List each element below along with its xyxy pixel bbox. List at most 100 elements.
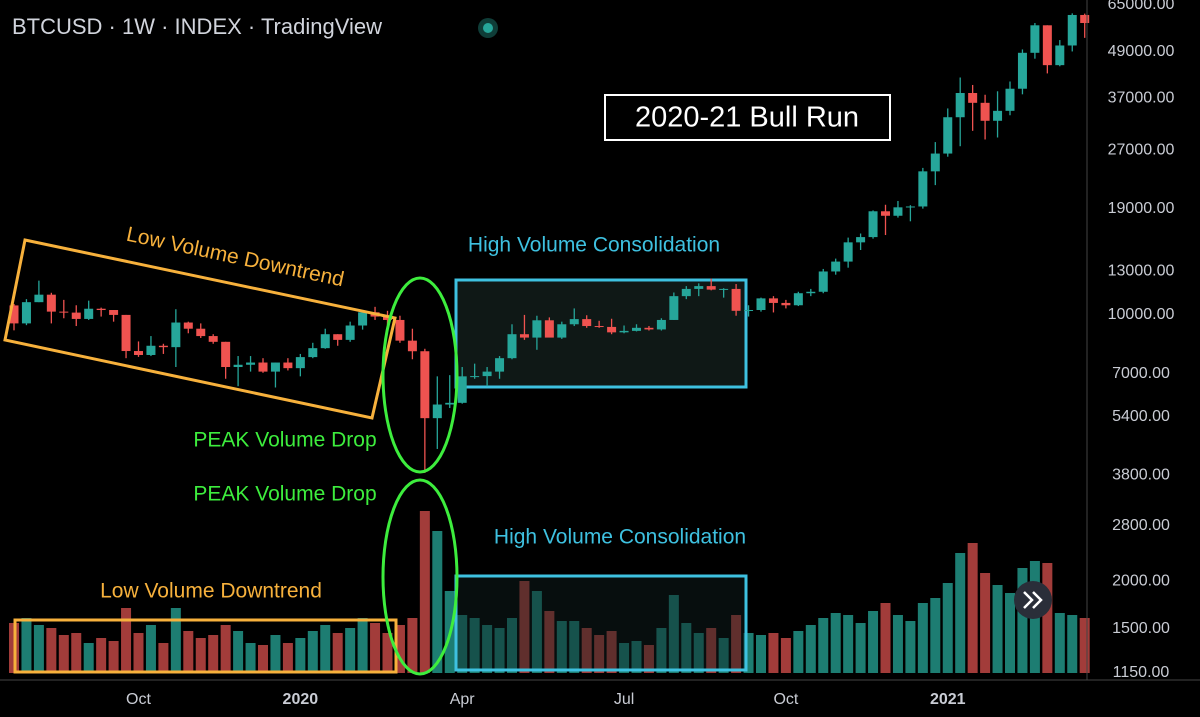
candle-body <box>831 261 841 272</box>
volume-bar <box>780 638 791 673</box>
candle-body <box>1055 45 1065 66</box>
volume-bar <box>830 613 841 673</box>
volume-bar <box>1067 615 1078 673</box>
volume-bar <box>656 628 667 673</box>
candle-body <box>233 364 243 368</box>
candle-body <box>881 211 890 216</box>
volume-bar <box>1017 568 1028 673</box>
volume-bar <box>482 625 493 673</box>
candle-body <box>84 308 94 319</box>
volume-bar <box>631 641 642 673</box>
volume-bar <box>58 635 69 673</box>
volume-bar <box>345 628 356 673</box>
candle-body <box>320 334 330 349</box>
candle-body <box>71 312 81 319</box>
candle-body <box>221 341 231 368</box>
volume-bar <box>743 633 754 673</box>
y-tick-label: 5400.00 <box>1112 408 1170 425</box>
candle-body <box>557 324 567 338</box>
volume-bar <box>183 631 194 673</box>
volume-bar <box>121 608 132 673</box>
volume-bar <box>805 625 816 673</box>
volume-bar <box>594 635 605 673</box>
candle-body <box>519 334 529 338</box>
candle-body <box>345 325 355 340</box>
annotation: High Volume Consolidation <box>494 526 746 549</box>
volume-bar <box>158 643 169 673</box>
candle-body <box>1017 52 1027 89</box>
candle-body <box>383 316 392 320</box>
y-tick-label: 49000.00 <box>1108 43 1175 60</box>
volume-bar <box>469 618 480 673</box>
candle-body <box>9 305 19 324</box>
volume-bar <box>245 643 256 673</box>
candle-body <box>569 319 579 325</box>
candle-body <box>594 326 604 328</box>
volume-bar <box>96 638 107 673</box>
volume-bar <box>33 625 44 673</box>
candle-body <box>59 311 69 313</box>
volume-bar <box>718 638 729 673</box>
candle-body <box>258 362 268 372</box>
annotation: 2020-21 Bull Run <box>635 102 859 134</box>
volume-bar <box>892 615 903 673</box>
volume-bar <box>1079 618 1090 673</box>
peak-drop-ellipse <box>381 276 459 474</box>
annotation: PEAK Volume Drop <box>193 483 376 506</box>
candle-body <box>656 319 666 330</box>
candle-body <box>744 310 754 312</box>
candle-body <box>843 242 853 262</box>
candle-body <box>756 298 766 311</box>
candle-body <box>619 330 629 333</box>
x-tick-label: Oct <box>126 691 151 708</box>
volume-bar <box>307 631 318 673</box>
candle-body <box>109 310 119 315</box>
candle-body <box>457 376 467 403</box>
annotation: Low Volume Downtrend <box>100 580 322 603</box>
candle-body <box>21 302 31 324</box>
candle-body <box>482 371 492 377</box>
volume-bar <box>133 633 144 673</box>
candle-body <box>781 302 791 306</box>
volume-bar <box>195 638 206 673</box>
candle-body <box>544 320 554 338</box>
volume-bar <box>71 633 82 673</box>
peak-volume-ellipse <box>381 478 459 676</box>
candle-body <box>905 206 915 208</box>
candle-body <box>632 327 641 331</box>
volume-bar <box>419 511 430 673</box>
volume-bar <box>843 615 854 673</box>
volume-downtrend-box <box>13 618 398 674</box>
candle-body <box>196 328 206 337</box>
volume-bar <box>83 643 94 673</box>
candle-body <box>1005 88 1015 111</box>
candle-body <box>694 286 704 289</box>
x-tick-label: Apr <box>450 691 476 708</box>
candle-body <box>806 291 816 294</box>
volume-bar <box>768 633 779 673</box>
candle-body <box>532 320 542 338</box>
candle-body <box>607 326 617 333</box>
volume-bar <box>21 618 32 673</box>
volume-bar <box>370 623 381 673</box>
candle-body <box>46 294 56 312</box>
y-tick-label: 19000.00 <box>1108 200 1175 217</box>
x-tick-label: Jul <box>614 691 634 708</box>
bull-run-box <box>604 94 891 141</box>
candle-layer <box>9 13 1090 473</box>
y-tick-label: 10000.00 <box>1108 306 1175 323</box>
candle-body <box>993 110 1003 121</box>
y-tick-label: 13000.00 <box>1108 263 1175 280</box>
candle-body <box>445 402 455 405</box>
volume-bar <box>208 635 219 673</box>
volume-bar <box>668 595 679 673</box>
volume-bar <box>706 628 717 673</box>
candle-body <box>134 351 143 355</box>
candle-body <box>681 288 691 297</box>
candle-body <box>295 357 305 369</box>
volume-bar <box>332 633 343 673</box>
volume-bar <box>282 643 293 673</box>
volume-bar <box>868 611 879 673</box>
volume-bar <box>681 623 692 673</box>
candle-body <box>930 153 940 172</box>
